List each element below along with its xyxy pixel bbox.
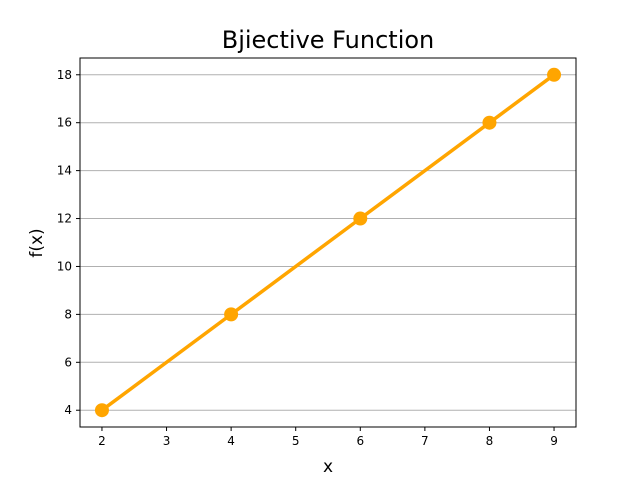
y-axis-label: f(x) xyxy=(27,228,47,257)
x-axis-label: x xyxy=(323,457,333,477)
y-tick-label: 8 xyxy=(64,307,72,321)
plot-frame xyxy=(79,57,577,428)
data-point xyxy=(224,307,239,322)
data-point xyxy=(353,211,368,226)
x-tick-label: 8 xyxy=(486,434,494,448)
data-point xyxy=(482,115,497,130)
x-tick-label: 4 xyxy=(227,434,235,448)
x-tick-label: 2 xyxy=(98,434,106,448)
x-ticks: 2 3 4 5 6 7 8 9 xyxy=(98,427,558,448)
y-tick-label: 6 xyxy=(64,355,72,369)
x-tick-label: 6 xyxy=(356,434,364,448)
data-point xyxy=(94,403,109,418)
plot-area xyxy=(94,67,562,418)
y-tick-label: 16 xyxy=(57,116,72,130)
y-tick-label: 12 xyxy=(57,212,72,226)
y-tick-label: 4 xyxy=(64,403,72,417)
y-tick-label: 10 xyxy=(57,259,72,273)
x-tick-label: 7 xyxy=(421,434,429,448)
x-tick-label: 9 xyxy=(550,434,558,448)
x-tick-label: 5 xyxy=(292,434,300,448)
data-point xyxy=(547,67,562,82)
y-tick-label: 14 xyxy=(57,164,72,178)
grid xyxy=(80,74,576,411)
y-tick-label: 18 xyxy=(57,68,72,82)
y-ticks: 4 6 8 10 12 14 16 18 xyxy=(57,68,80,417)
x-tick-label: 3 xyxy=(163,434,171,448)
chart-title: Bjiective Function xyxy=(222,26,435,54)
